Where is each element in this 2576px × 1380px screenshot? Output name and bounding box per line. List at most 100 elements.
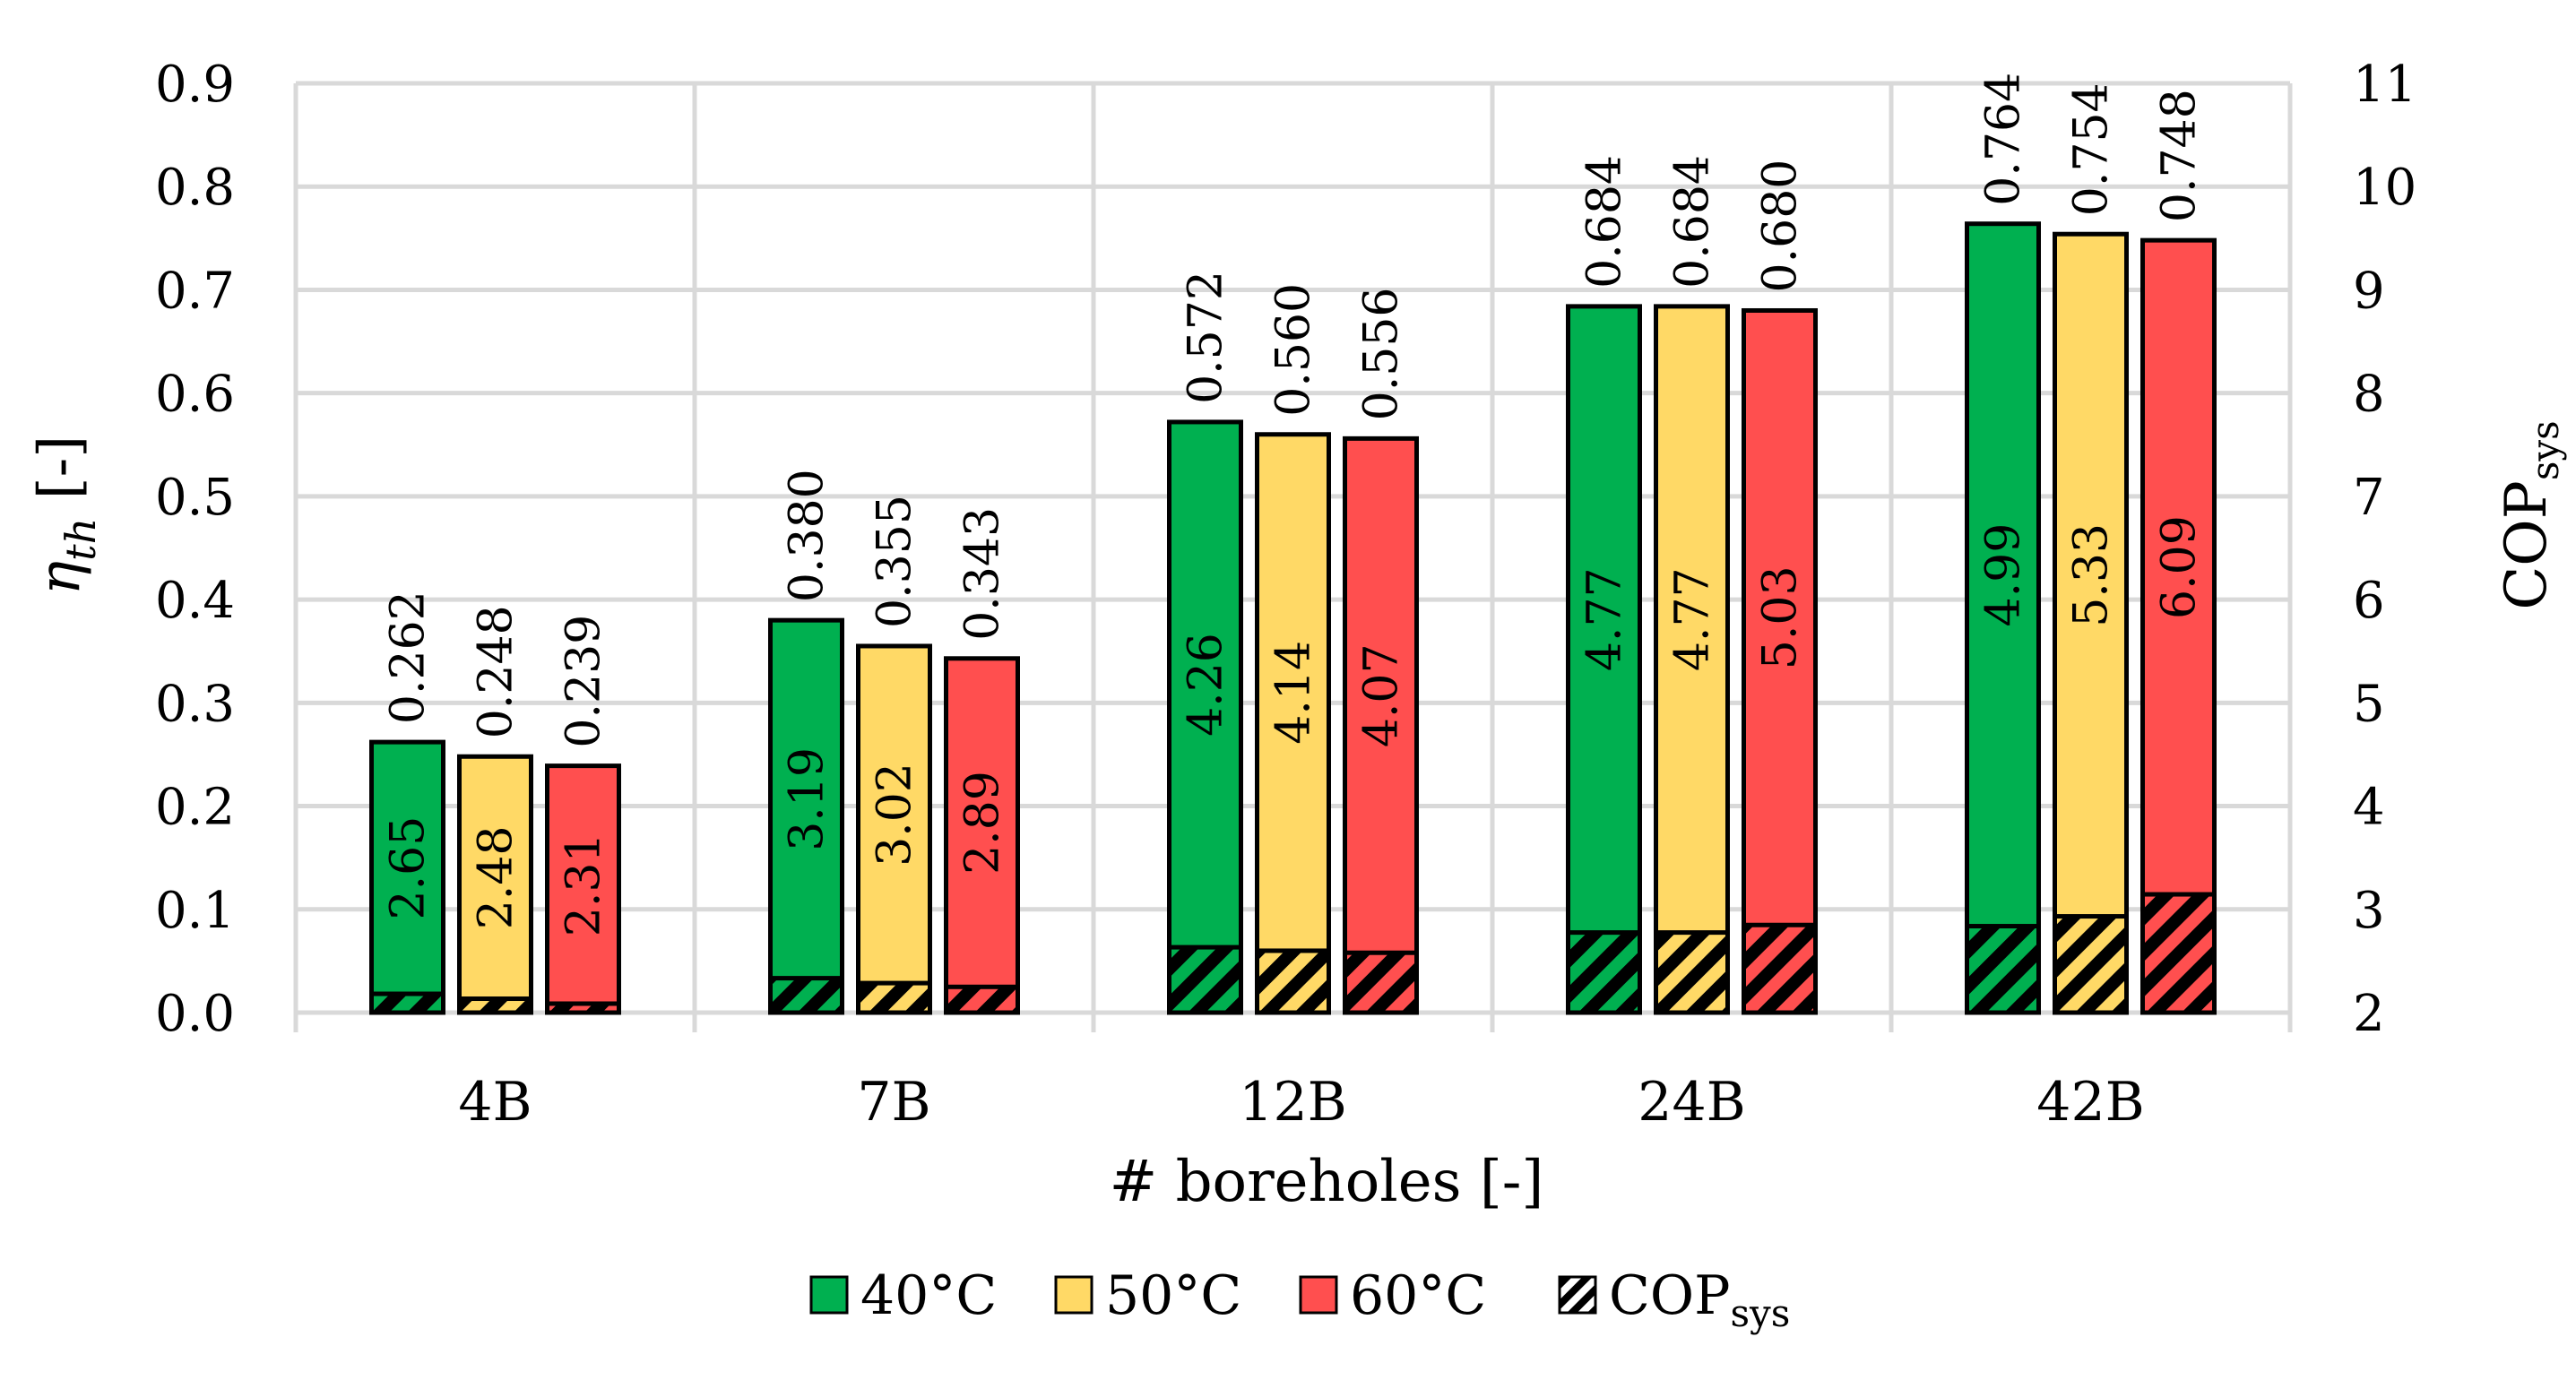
bar-cop-40°C[interactable] <box>369 991 445 1015</box>
cop-label: 2.65 <box>382 816 436 920</box>
bar-cop-60°C[interactable] <box>545 1001 621 1015</box>
value-label: 0.764 <box>1977 73 2031 206</box>
cop-label: 4.77 <box>1666 567 1720 671</box>
y-tick-label: 0.2 <box>155 779 235 837</box>
data-labels: 0.262 2.65 0.248 2.48 0.239 2.31 0.380 3.19 0.35… <box>382 73 2207 936</box>
y-tick-label: 0.7 <box>155 262 235 320</box>
y2-tick-label: 5 <box>2353 675 2385 733</box>
value-label: 0.262 <box>382 591 436 724</box>
bar-cop-50°C[interactable] <box>457 996 533 1015</box>
bar-cop-60°C[interactable] <box>1742 922 1818 1015</box>
legend-label-cop-main: COP <box>1609 1264 1730 1327</box>
legend-label-50c: 50°C <box>1105 1264 1241 1327</box>
value-label: 0.556 <box>1355 287 1409 420</box>
bar-50°C[interactable] <box>1255 432 1331 1015</box>
cop-label: 2.31 <box>558 832 611 936</box>
cop-label: 3.02 <box>869 763 922 867</box>
legend-label-60c: 60°C <box>1350 1264 1486 1327</box>
cop-label: 5.33 <box>2065 523 2119 627</box>
bar-cop-40°C[interactable] <box>1167 944 1243 1015</box>
bar-40°C[interactable] <box>1566 304 1642 1015</box>
y-tick-label: 0.0 <box>155 985 235 1043</box>
cop-label: 6.09 <box>2153 515 2207 619</box>
bar-cop-50°C[interactable] <box>1255 948 1331 1015</box>
y-tick-label: 0.9 <box>155 56 235 114</box>
bar-60°C[interactable] <box>1742 307 1818 1015</box>
cop-label: 4.77 <box>1578 567 1632 671</box>
value-label: 0.572 <box>1180 271 1233 404</box>
cop-label: 4.99 <box>1977 523 2031 627</box>
y2-tick-label: 8 <box>2353 366 2385 424</box>
cop-label: 2.48 <box>470 825 523 929</box>
legend: 40°C 50°C 60°C COPsys <box>809 1264 1790 1335</box>
value-label: 0.748 <box>2153 89 2207 222</box>
bar-cop-50°C[interactable] <box>1654 930 1730 1015</box>
value-label: 0.239 <box>558 615 611 748</box>
bar-40°C[interactable] <box>1167 419 1243 1015</box>
legend-label-cop: COPsys <box>1609 1264 1790 1335</box>
value-label: 0.248 <box>470 605 523 738</box>
value-label: 0.684 <box>1666 155 1720 289</box>
cop-label: 4.07 <box>1355 643 1409 747</box>
y2-tick-label: 11 <box>2353 56 2416 114</box>
x-tick-label: 42B <box>2036 1071 2144 1134</box>
y-tick-label: 0.3 <box>155 675 235 733</box>
y2-tick-label: 6 <box>2353 572 2385 630</box>
bar-50°C[interactable] <box>1654 304 1730 1015</box>
y-tick-label: 0.5 <box>155 469 235 527</box>
y2-tick-label: 7 <box>2353 469 2385 527</box>
x-axis-title: # boreholes [-] <box>1110 1149 1544 1215</box>
y2-axis-title-main: COP <box>2494 480 2560 610</box>
value-label: 0.380 <box>781 469 834 602</box>
bar-60°C[interactable] <box>2140 237 2217 1015</box>
y-tick-label: 0.1 <box>155 882 235 940</box>
bar-cop-40°C[interactable] <box>1566 930 1642 1015</box>
y-tick-label: 0.6 <box>155 366 235 424</box>
value-label: 0.680 <box>1754 160 1808 293</box>
bar-50°C[interactable] <box>457 754 533 1015</box>
y-axis-title-suffix: [-] <box>27 436 93 518</box>
bar-cop-60°C[interactable] <box>2140 892 2217 1015</box>
bar-cop-50°C[interactable] <box>2053 914 2129 1015</box>
bar-cop-60°C[interactable] <box>944 984 1020 1015</box>
bar-50°C[interactable] <box>2053 231 2129 1015</box>
legend-swatch-40c <box>809 1275 849 1315</box>
value-label: 0.754 <box>2065 82 2119 216</box>
bar-cop-40°C[interactable] <box>768 976 844 1015</box>
x-tick-label: 7B <box>857 1071 930 1134</box>
y2-tick-label: 4 <box>2353 779 2385 837</box>
cop-label: 4.14 <box>1267 641 1321 745</box>
bar-cop-60°C[interactable] <box>1343 950 1419 1015</box>
bar-cop-40°C[interactable] <box>1965 924 2041 1015</box>
y-tick-label: 0.4 <box>155 572 235 630</box>
x-tick-label: 12B <box>1239 1071 1346 1134</box>
legend-swatch-60c <box>1299 1275 1338 1315</box>
cop-label: 5.03 <box>1754 565 1808 669</box>
y2-tick-label: 2 <box>2353 985 2385 1043</box>
y-tick-label: 0.8 <box>155 159 235 217</box>
y-axis-title-main: η <box>27 561 93 595</box>
cop-label: 4.26 <box>1180 633 1233 737</box>
legend-swatch-cop <box>1558 1275 1597 1315</box>
bar-cop-50°C[interactable] <box>856 980 932 1015</box>
axes: 0.0 0.1 0.2 0.3 0.4 0.5 0.6 0.7 0.8 0.9 2 3 4 5 6 7 8 9 10… <box>155 56 2416 1134</box>
legend-swatch-50c <box>1054 1275 1094 1315</box>
value-label: 0.560 <box>1267 283 1321 417</box>
y-axis-title-sub: th <box>56 518 105 561</box>
legend-label-cop-sub: sys <box>1730 1291 1790 1335</box>
cop-label: 3.19 <box>781 747 834 851</box>
y-axis-title: ηth [-] <box>27 436 105 595</box>
value-label: 0.355 <box>869 495 922 628</box>
value-label: 0.343 <box>956 507 1010 641</box>
y2-tick-label: 9 <box>2353 262 2385 320</box>
bars <box>369 221 2217 1015</box>
bar-40°C[interactable] <box>1965 221 2041 1015</box>
value-label: 0.684 <box>1578 155 1632 289</box>
y2-axis-title-sub: sys <box>2523 420 2567 480</box>
y2-axis-title: COPsys <box>2494 420 2567 609</box>
cop-label: 2.89 <box>956 771 1010 875</box>
legend-label-40c: 40°C <box>860 1264 997 1327</box>
x-tick-label: 24B <box>1638 1071 1745 1134</box>
y2-tick-label: 3 <box>2353 882 2385 940</box>
